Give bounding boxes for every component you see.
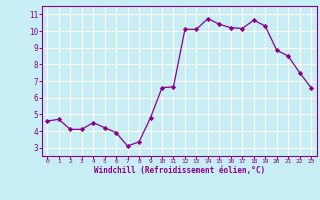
X-axis label: Windchill (Refroidissement éolien,°C): Windchill (Refroidissement éolien,°C) xyxy=(94,166,265,175)
